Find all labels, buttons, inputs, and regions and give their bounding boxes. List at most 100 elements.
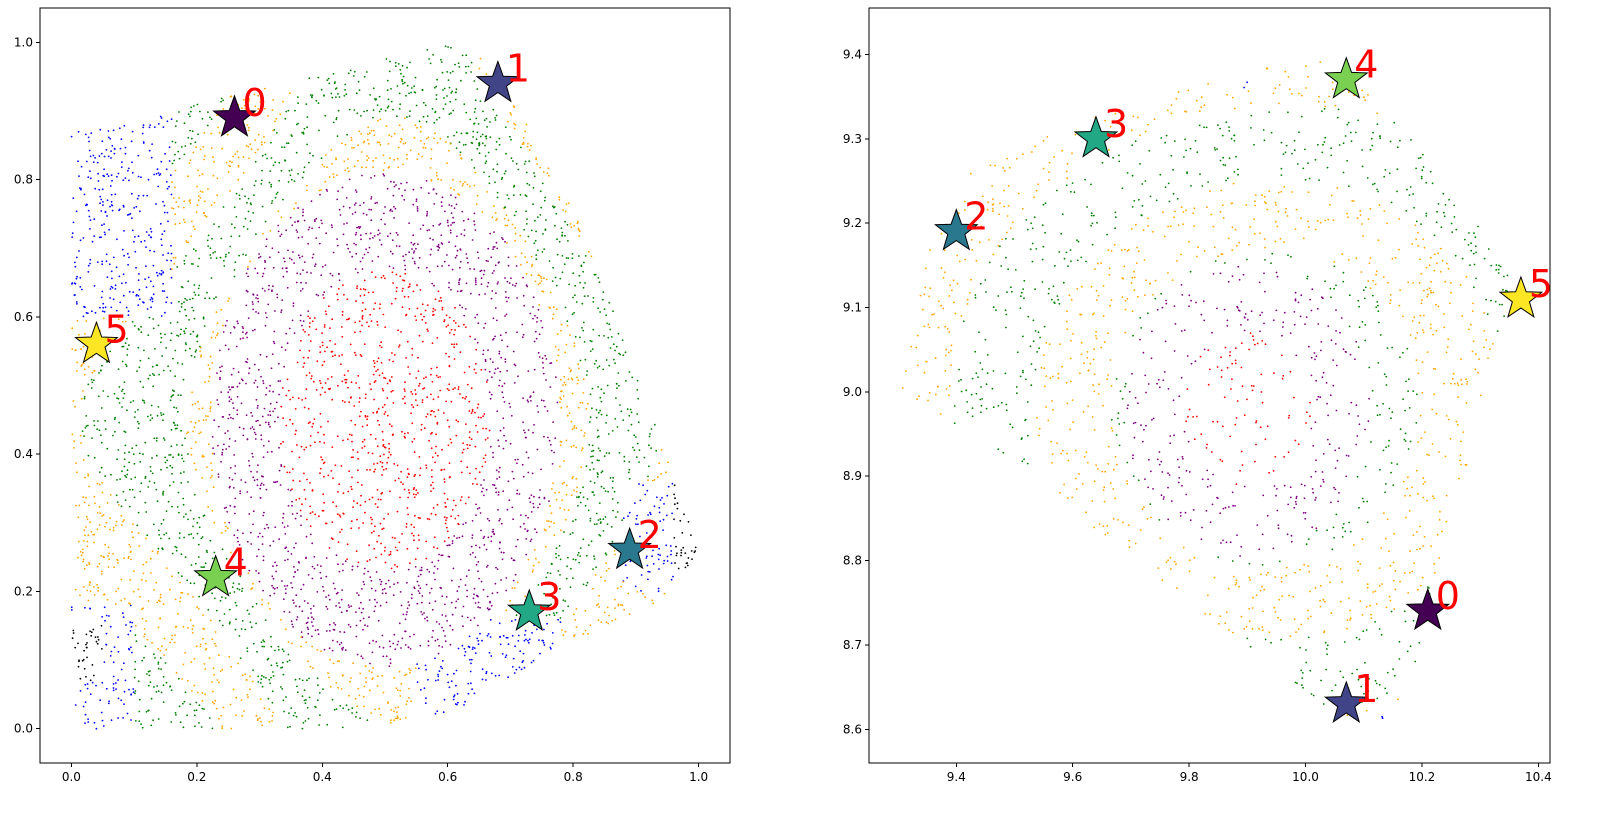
scatter-point — [205, 419, 208, 421]
scatter-point — [174, 349, 177, 352]
scatter-point — [197, 195, 200, 197]
scatter-point — [459, 248, 462, 251]
scatter-point — [316, 360, 319, 362]
scatter-point — [316, 649, 319, 651]
scatter-point — [648, 435, 651, 438]
scatter-point — [445, 325, 448, 328]
scatter-point — [263, 407, 266, 410]
scatter-point — [190, 453, 193, 456]
scatter-point — [169, 174, 172, 177]
scatter-point — [137, 279, 140, 281]
scatter-point — [93, 379, 95, 382]
scatter-point — [558, 545, 561, 547]
scatter-point — [386, 89, 389, 92]
scatter-point — [251, 415, 254, 417]
scatter-point — [421, 318, 424, 321]
scatter-point — [131, 171, 134, 174]
scatter-point — [504, 358, 507, 361]
scatter-point — [591, 450, 593, 453]
scatter-point — [432, 507, 435, 509]
scatter-point — [328, 82, 331, 85]
scatter-point — [605, 359, 608, 361]
scatter-point — [150, 230, 153, 233]
scatter-point — [444, 615, 447, 617]
scatter-point — [306, 189, 308, 192]
scatter-point — [141, 132, 144, 135]
scatter-point — [229, 592, 232, 595]
scatter-point — [202, 419, 205, 422]
scatter-point — [650, 428, 653, 430]
scatter-point — [382, 691, 385, 694]
scatter-point — [367, 452, 370, 454]
scatter-point — [97, 395, 100, 398]
scatter-point — [217, 476, 220, 478]
scatter-point — [449, 232, 452, 234]
scatter-point — [392, 194, 395, 197]
scatter-point — [290, 620, 293, 623]
scatter-point — [332, 501, 334, 504]
scatter-point — [331, 398, 334, 401]
scatter-point — [540, 320, 542, 322]
scatter-point — [461, 451, 464, 454]
scatter-point — [328, 598, 331, 601]
scatter-point — [107, 155, 110, 158]
scatter-point — [284, 628, 287, 631]
scatter-point — [622, 354, 625, 357]
scatter-point — [660, 473, 662, 475]
scatter-point — [486, 126, 488, 128]
scatter-point — [142, 572, 145, 575]
scatter-point — [259, 353, 262, 356]
scatter-point — [267, 602, 270, 605]
scatter-point — [627, 515, 629, 518]
scatter-point — [406, 607, 409, 610]
scatter-point — [179, 472, 182, 475]
scatter-point — [376, 540, 379, 543]
scatter-point — [512, 579, 515, 582]
scatter-point — [137, 154, 140, 157]
scatter-point — [77, 516, 80, 519]
scatter-point — [432, 398, 435, 401]
scatter-point — [601, 470, 604, 472]
scatter-point — [463, 647, 466, 650]
scatter-point — [366, 321, 368, 324]
scatter-point — [233, 269, 236, 271]
scatter-point — [100, 711, 103, 714]
scatter-point — [100, 210, 103, 212]
scatter-point — [448, 286, 450, 289]
scatter-point — [516, 462, 518, 465]
scatter-point — [140, 176, 142, 179]
scatter-point — [568, 412, 571, 414]
scatter-point — [193, 714, 196, 717]
scatter-point — [169, 641, 172, 644]
scatter-point — [397, 640, 400, 643]
scatter-point — [148, 316, 151, 319]
scatter-point — [437, 376, 440, 379]
scatter-point — [617, 604, 620, 607]
scatter-point — [125, 281, 127, 284]
scatter-point — [252, 294, 255, 296]
scatter-point — [581, 402, 584, 404]
scatter-point — [644, 596, 647, 599]
scatter-point — [138, 595, 141, 598]
scatter-point — [500, 579, 502, 581]
scatter-point — [418, 456, 421, 458]
scatter-point — [406, 468, 409, 470]
scatter-point — [366, 155, 368, 157]
scatter-point — [137, 295, 140, 297]
scatter-point — [144, 633, 146, 635]
scatter-point — [478, 143, 481, 146]
scatter-point — [595, 416, 598, 419]
scatter-point — [526, 145, 529, 148]
scatter-point — [485, 135, 488, 138]
scatter-point — [177, 150, 180, 153]
scatter-point — [663, 503, 665, 505]
scatter-point — [305, 282, 307, 284]
scatter-point — [411, 404, 413, 406]
scatter-point — [144, 645, 147, 648]
scatter-point — [133, 496, 136, 499]
scatter-point — [327, 420, 329, 423]
scatter-point — [220, 714, 223, 717]
scatter-point — [370, 219, 373, 222]
scatter-point — [380, 108, 383, 111]
scatter-point — [378, 110, 381, 113]
